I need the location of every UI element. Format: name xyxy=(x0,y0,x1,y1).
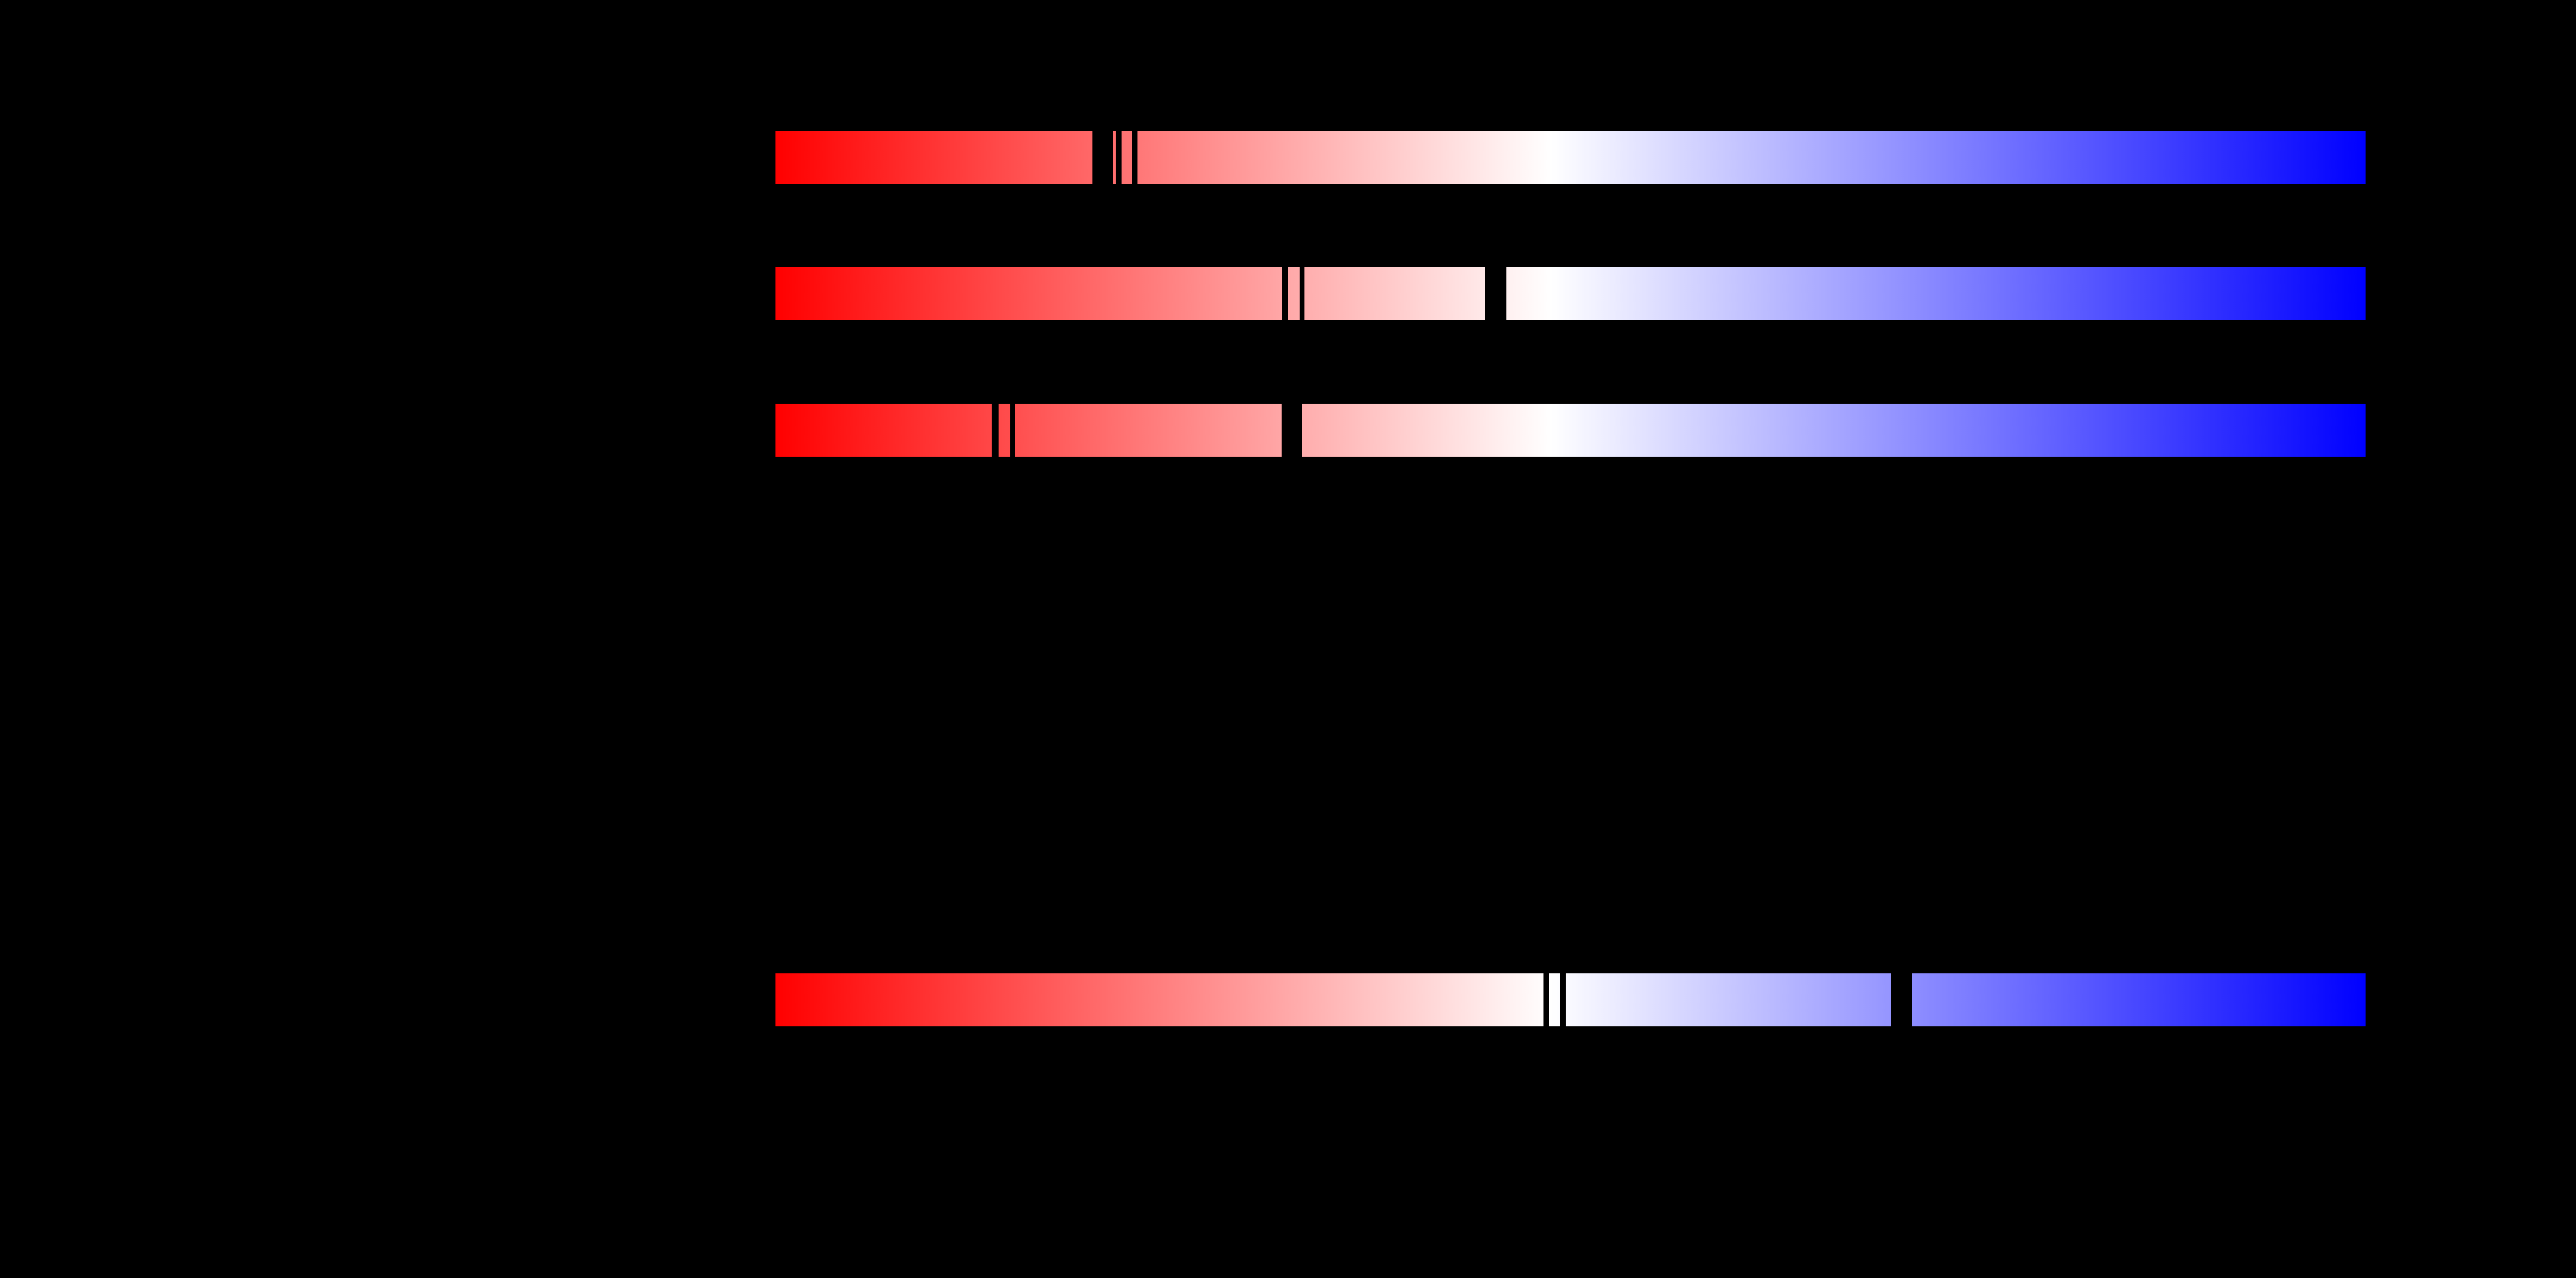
marker-line-thick xyxy=(1092,131,1113,184)
marker-line-thin xyxy=(992,404,999,457)
marker-line-thick xyxy=(1282,404,1302,457)
gradient-bar-2 xyxy=(775,267,2366,320)
marker-line-thin xyxy=(1282,267,1288,320)
marker-line-thin xyxy=(1010,404,1015,457)
marker-line-thin xyxy=(1116,131,1122,184)
marker-line-thin xyxy=(1560,973,1566,1026)
gradient-bar-4 xyxy=(775,973,2366,1026)
marker-line-thin xyxy=(1543,973,1549,1026)
gradient-bar-3 xyxy=(775,404,2366,457)
marker-line-thick xyxy=(1485,267,1506,320)
marker-line-thick xyxy=(1891,973,1912,1026)
marker-line-thin xyxy=(1132,131,1137,184)
gradient-bar-1 xyxy=(775,131,2366,184)
marker-line-thin xyxy=(1300,267,1304,320)
